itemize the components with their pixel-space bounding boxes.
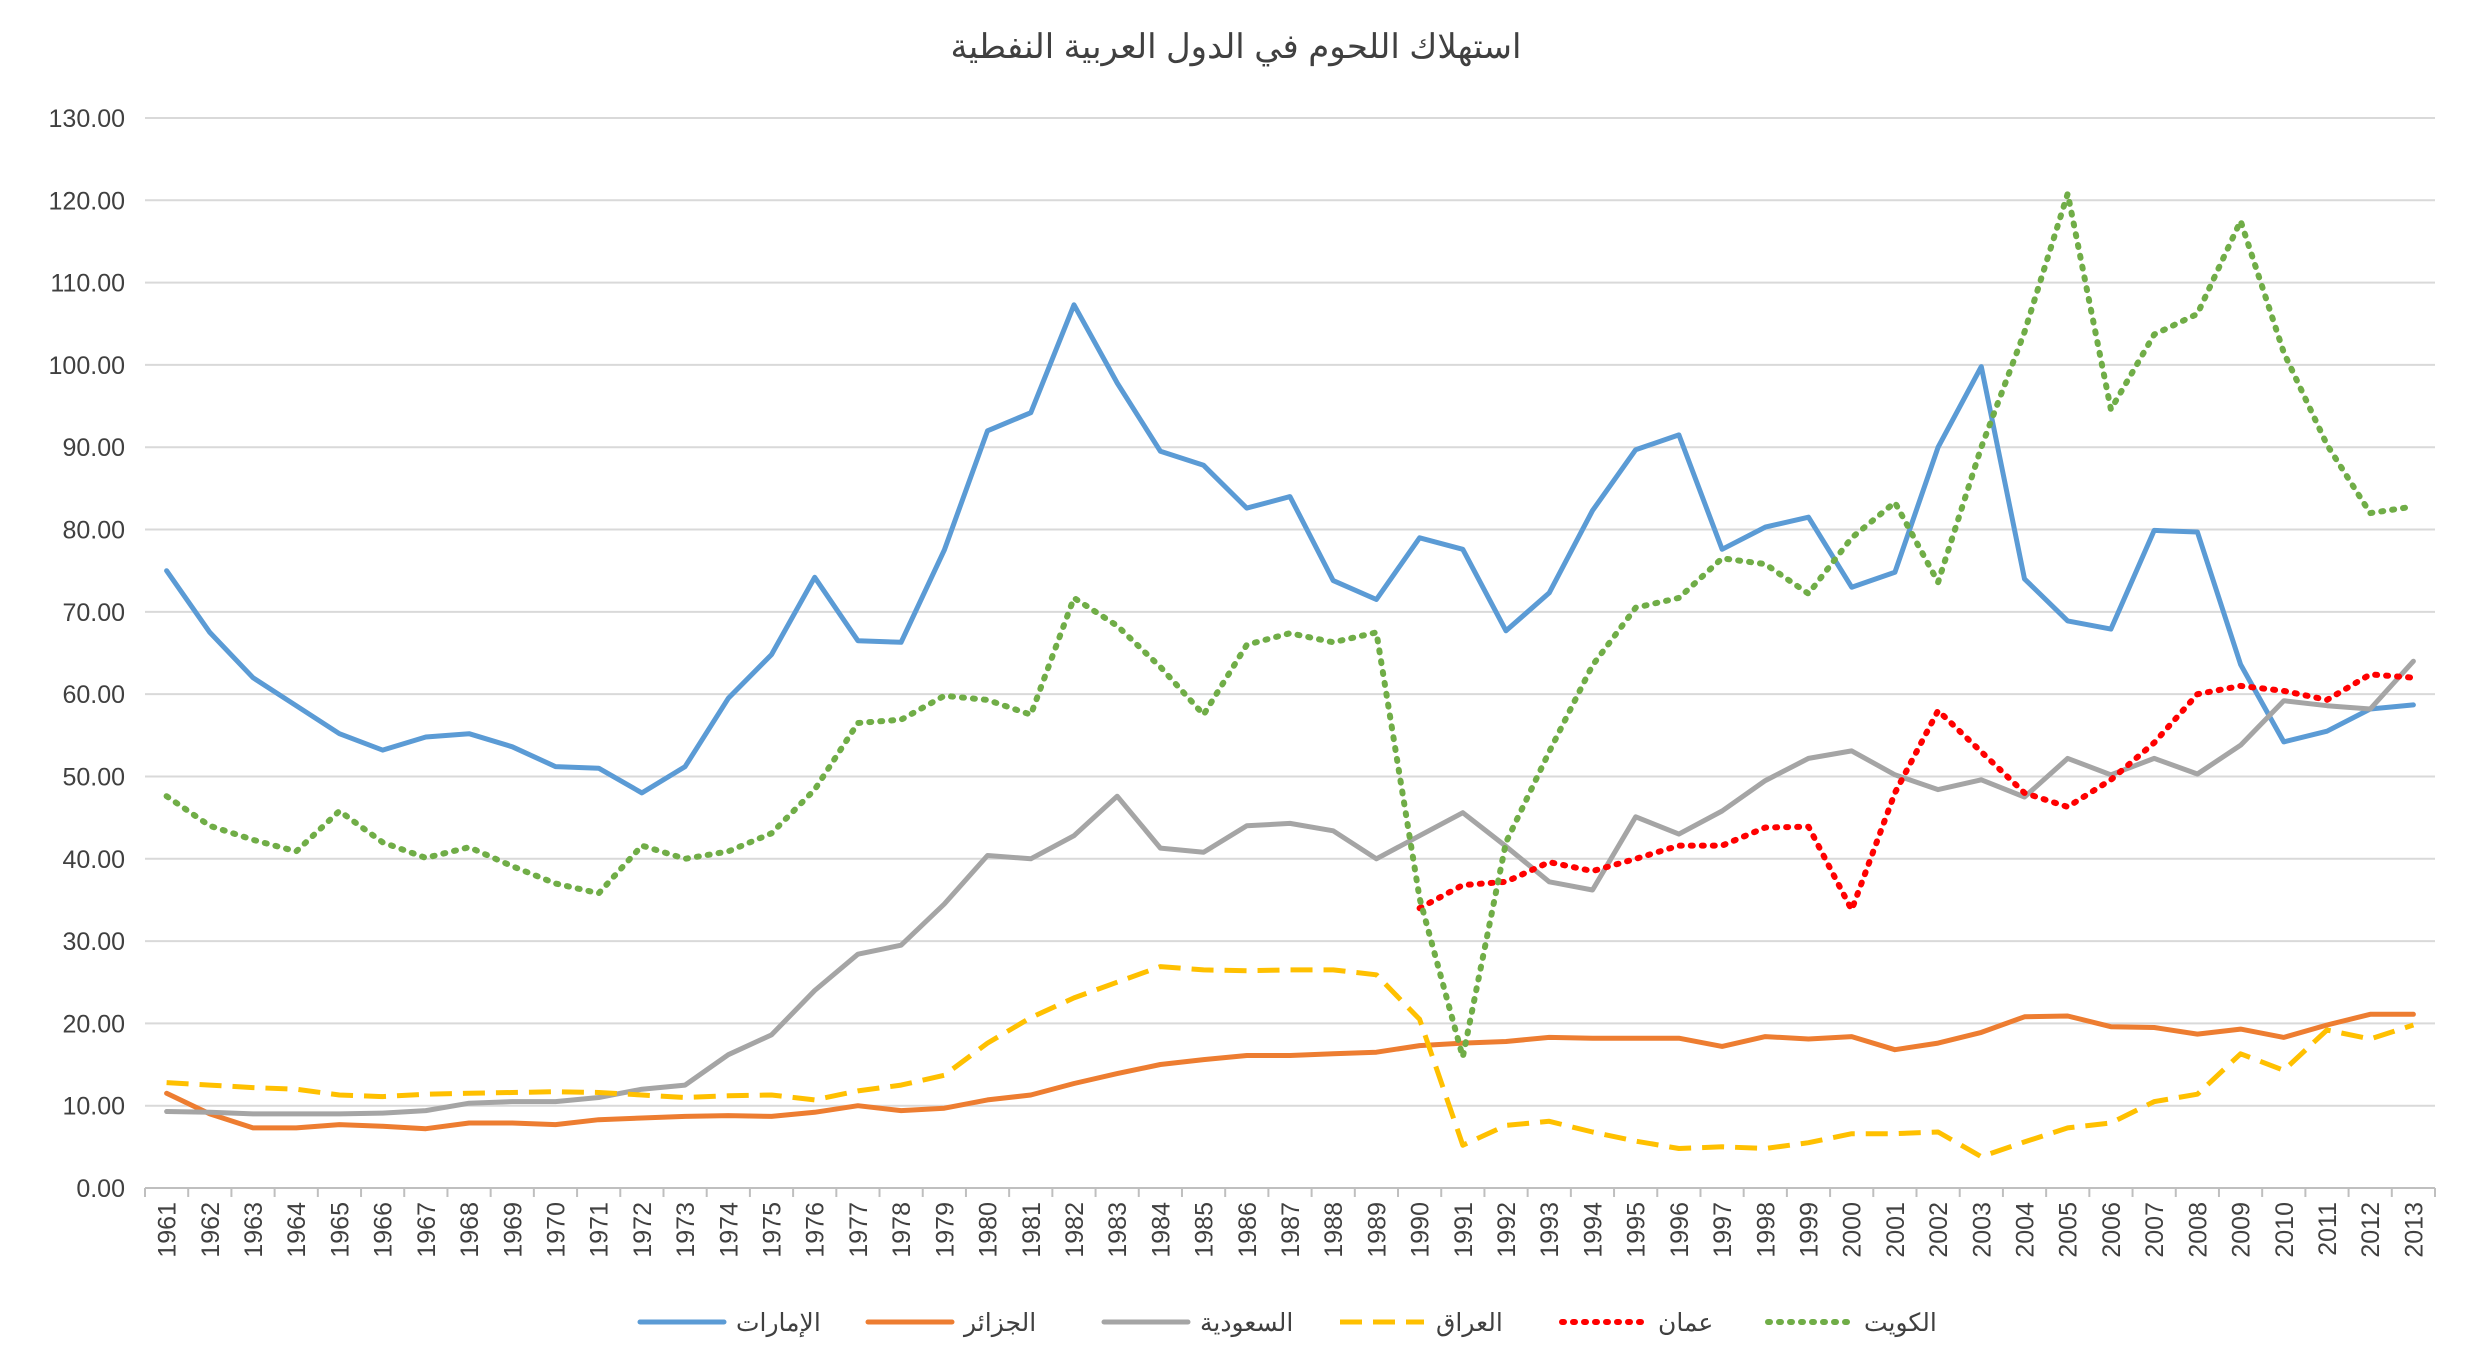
x-tick-label: 1990 — [1407, 1202, 1435, 1258]
x-tick-label: 1962 — [197, 1202, 225, 1258]
y-tick-label: 60.00 — [62, 681, 125, 709]
x-tick-label: 2001 — [1882, 1202, 1910, 1258]
x-tick-label: 1961 — [154, 1202, 182, 1258]
x-tick-label: 1995 — [1623, 1202, 1651, 1258]
x-tick-label: 1977 — [845, 1202, 873, 1258]
x-tick-label: 1972 — [629, 1202, 657, 1258]
x-tick-label: 2006 — [2098, 1202, 2126, 1258]
x-tick-label: 1970 — [542, 1202, 570, 1258]
legend-label: الإمارات — [736, 1309, 821, 1338]
series-line-4 — [1416, 671, 2417, 913]
x-tick-label: 1989 — [1363, 1202, 1391, 1258]
y-axis-ticks: 0.00 10.00 20.00 30.00 40.00 50.00 60.00 70.00 8… — [49, 105, 125, 1203]
x-tick-label: 1986 — [1234, 1202, 1262, 1258]
x-tick-label: 1999 — [1795, 1202, 1823, 1258]
x-tick-label: 2010 — [2271, 1202, 2299, 1258]
x-tick-label: 2011 — [2314, 1202, 2342, 1256]
y-tick-label: 50.00 — [62, 763, 125, 791]
y-tick-label: 100.00 — [49, 352, 125, 380]
y-tick-label: 10.00 — [62, 1093, 125, 1121]
x-tick-label: 2002 — [1925, 1202, 1953, 1258]
x-tick-label: 2009 — [2228, 1202, 2256, 1258]
y-tick-label: 0.00 — [76, 1175, 125, 1203]
series-line-5 — [163, 190, 2417, 1061]
x-tick-label: 1987 — [1277, 1202, 1305, 1258]
series-line-2 — [164, 658, 2416, 1117]
y-tick-label: 20.00 — [62, 1010, 125, 1038]
series-line-1 — [164, 1011, 2416, 1132]
x-tick-label: 1982 — [1061, 1202, 1089, 1258]
y-tick-label: 110.00 — [50, 270, 125, 298]
x-tick-label: 1973 — [672, 1202, 700, 1258]
y-tick-label: 90.00 — [62, 434, 125, 462]
x-tick-label: 1981 — [1018, 1202, 1046, 1258]
legend-label: الجزائر — [962, 1309, 1036, 1338]
x-tick-label: 1966 — [370, 1202, 398, 1258]
x-tick-label: 1988 — [1320, 1202, 1348, 1258]
x-tick-label: 1983 — [1104, 1202, 1132, 1258]
x-tick-label: 1975 — [759, 1202, 787, 1258]
legend-label: العراق — [1436, 1309, 1503, 1338]
x-tick-label: 1967 — [413, 1202, 441, 1258]
y-tick-label: 130.00 — [49, 105, 125, 133]
y-tick-label: 40.00 — [62, 846, 125, 874]
x-tick-label: 1963 — [240, 1202, 268, 1258]
x-tick-label: 1971 — [586, 1202, 614, 1258]
x-tick-label: 1979 — [931, 1202, 959, 1258]
legend: الإمارات الجزائر السعودية العراق عمان الكويت — [637, 1309, 1937, 1338]
x-tick-label: 2003 — [1968, 1202, 1996, 1258]
y-tick-label: 70.00 — [62, 599, 125, 627]
x-tick-label: 1978 — [888, 1202, 916, 1258]
x-tick-label: 1996 — [1666, 1202, 1694, 1258]
x-tick-label: 1992 — [1493, 1202, 1521, 1258]
x-tick-label: 2012 — [2357, 1202, 2385, 1258]
x-tick-label: 1997 — [1709, 1202, 1737, 1258]
x-tick-label: 2000 — [1839, 1202, 1867, 1258]
x-tick-label: 2004 — [2012, 1202, 2040, 1258]
x-tick-label: 1968 — [456, 1202, 484, 1258]
y-tick-label: 120.00 — [49, 187, 125, 215]
x-tick-label: 2013 — [2400, 1202, 2428, 1258]
x-tick-label: 2005 — [2055, 1202, 2083, 1258]
legend-label: عمان — [1658, 1309, 1713, 1337]
legend-label: السعودية — [1200, 1309, 1293, 1338]
x-tick-label: 1980 — [975, 1202, 1003, 1258]
x-tick-label: 1994 — [1579, 1202, 1607, 1258]
series-line-3 — [166, 964, 2415, 1160]
series-line-0 — [164, 302, 2416, 796]
x-tick-label: 1984 — [1147, 1202, 1175, 1258]
x-tick-label: 1998 — [1752, 1202, 1780, 1258]
chart-title: استهلاك اللحوم في الدول العربية النفطية — [951, 28, 1522, 67]
y-tick-label: 80.00 — [62, 517, 125, 545]
series-lines — [163, 190, 2417, 1160]
x-tick-label: 1985 — [1191, 1202, 1219, 1258]
x-tick-label: 1976 — [802, 1202, 830, 1258]
x-tick-label: 1965 — [326, 1202, 354, 1258]
x-axis-ticks: 1961 1962 1963 1964 1965 1966 1967 1968 1969 1970… — [144, 1188, 2436, 1258]
gridlines — [145, 117, 2435, 1189]
x-tick-label: 1974 — [715, 1202, 743, 1258]
x-tick-label: 2008 — [2184, 1202, 2212, 1258]
x-tick-label: 1991 — [1450, 1202, 1478, 1258]
legend-label: الكويت — [1864, 1309, 1937, 1338]
x-tick-label: 1969 — [499, 1202, 527, 1258]
x-tick-label: 1964 — [283, 1202, 311, 1258]
x-tick-label: 1993 — [1536, 1202, 1564, 1258]
x-tick-label: 2007 — [2141, 1202, 2169, 1258]
y-tick-label: 30.00 — [62, 928, 125, 956]
